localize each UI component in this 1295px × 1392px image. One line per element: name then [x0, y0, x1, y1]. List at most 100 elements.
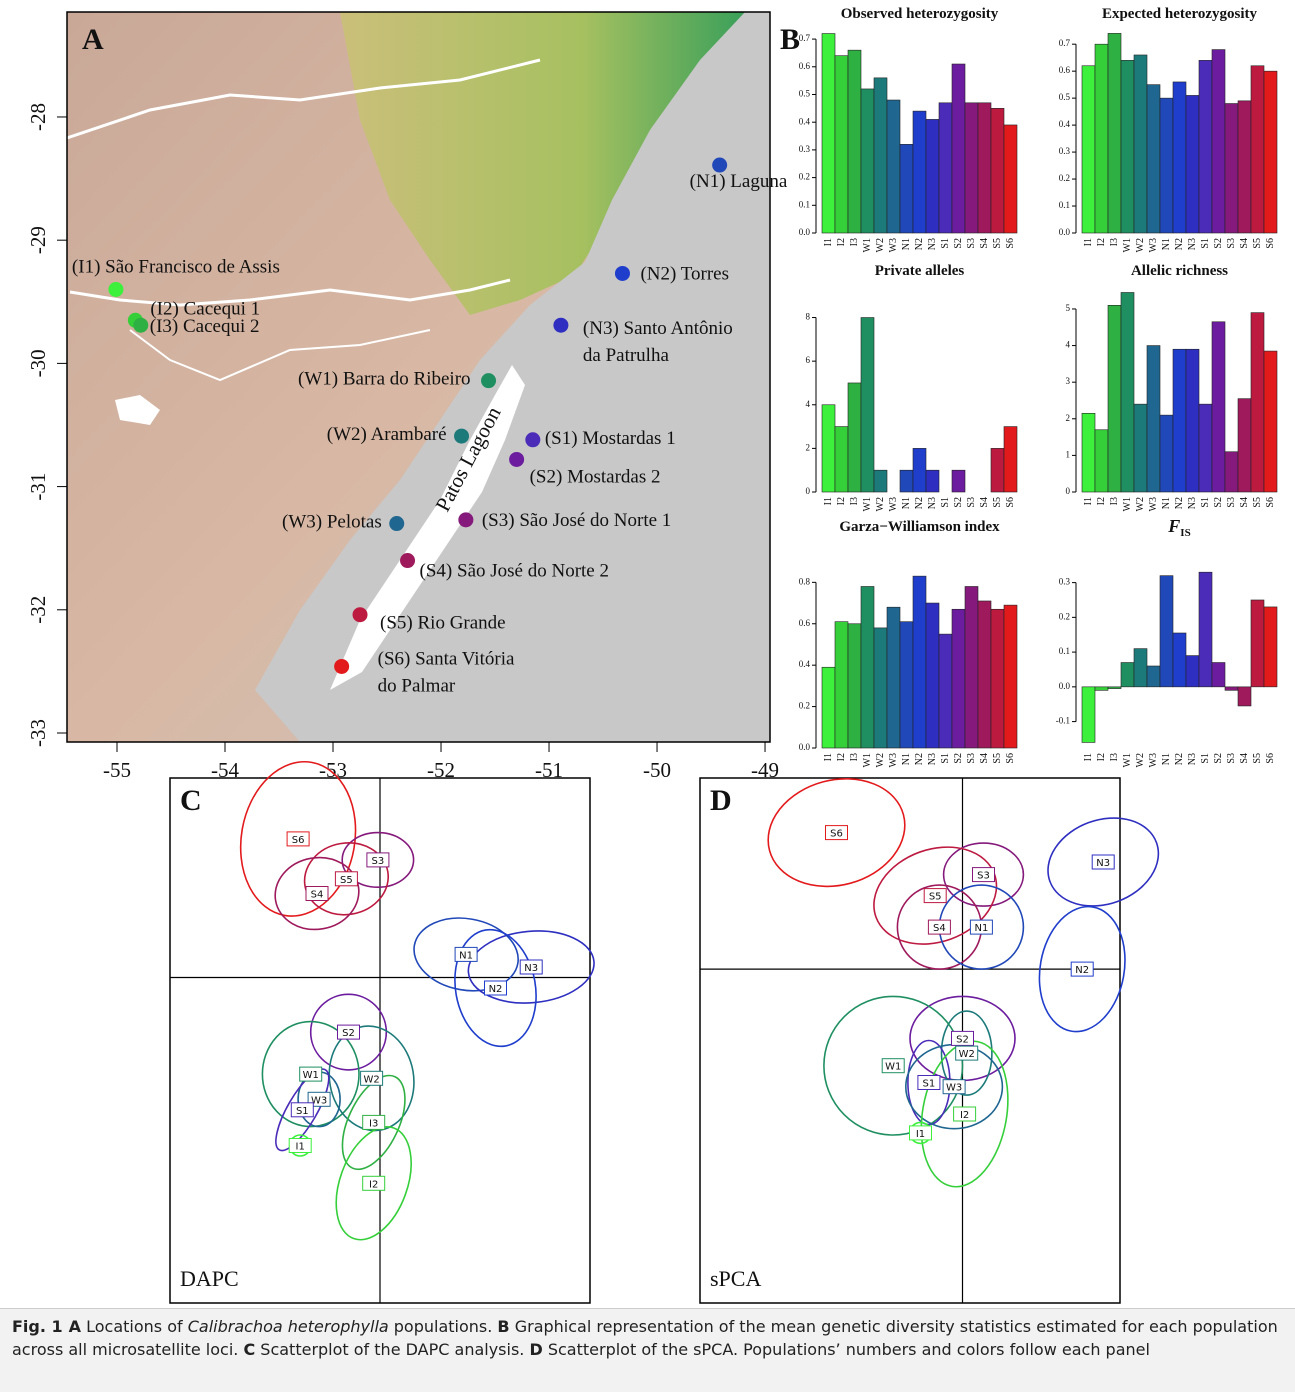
- group-label: W2: [363, 1074, 379, 1085]
- site-label: (S5) Rio Grande: [380, 613, 506, 634]
- bar: [1160, 98, 1173, 233]
- x-tick-label: N3: [1187, 753, 1198, 765]
- caption-text: Locations of: [81, 1317, 188, 1336]
- x-tick-label: N3: [927, 238, 938, 250]
- y-tick-label: 0.8: [799, 576, 811, 586]
- y-tick-label: 0.4: [799, 116, 811, 126]
- x-tick-label: S5: [1252, 753, 1263, 764]
- y-tick-label: 6: [806, 355, 811, 365]
- x-tick-label: S1: [1200, 238, 1211, 249]
- bar: [1160, 576, 1173, 687]
- x-tick-label: W1: [862, 753, 873, 767]
- x-tick-label: W2: [1135, 497, 1146, 511]
- x-tick-label: W3: [888, 238, 899, 252]
- x-tick-label: S4: [1239, 238, 1250, 249]
- y-tick-label: 8: [806, 312, 811, 322]
- x-tick-label: N1: [901, 753, 912, 765]
- x-tick-label: W3: [888, 753, 899, 767]
- y-tick-label: 0.6: [1059, 65, 1071, 75]
- caption-text: populations.: [389, 1317, 498, 1336]
- bar: [978, 601, 991, 748]
- bar: [1264, 71, 1277, 233]
- y-tick-label: -33: [26, 719, 50, 747]
- site-label: (W3) Pelotas: [282, 512, 382, 533]
- chart-title: Expected heterozygosity: [1102, 6, 1258, 22]
- group-label: N1: [974, 923, 988, 934]
- group-label: N3: [524, 963, 538, 974]
- caption-text: Fig. 1: [12, 1317, 63, 1336]
- site: [525, 432, 540, 447]
- x-tick-label: N3: [927, 497, 938, 509]
- y-tick-label: 0.1: [1059, 200, 1070, 210]
- y-tick-label: -30: [26, 349, 50, 377]
- site: [334, 659, 349, 674]
- site: [509, 452, 524, 467]
- site-label: (N2) Torres: [640, 264, 729, 285]
- x-tick-label: N2: [914, 497, 925, 509]
- y-tick-label: 0.3: [1059, 146, 1071, 156]
- chart-title-text: F: [1167, 516, 1180, 536]
- bar: [1108, 305, 1121, 492]
- chart-title: Allelic richness: [1131, 263, 1228, 279]
- y-tick-label: 0.4: [799, 659, 811, 669]
- group-label: S3: [372, 856, 385, 867]
- x-tick-label: I1: [1083, 238, 1094, 246]
- x-tick-label: S2: [953, 753, 964, 764]
- site-label-line: (W2) Arambaré: [327, 424, 447, 445]
- bar: [1004, 427, 1017, 492]
- site: [133, 318, 148, 333]
- bar: [1199, 60, 1212, 233]
- bar: [822, 34, 835, 233]
- panel-label: DAPC: [180, 1266, 239, 1291]
- y-tick-label: 0.1: [799, 199, 810, 209]
- x-tick-label: W2: [875, 238, 886, 252]
- bar: [1238, 687, 1251, 706]
- x-tick-label: I3: [1109, 497, 1120, 505]
- bar: [1004, 605, 1017, 748]
- x-tick-label: N3: [1187, 497, 1198, 509]
- bar: [887, 607, 900, 748]
- chart-title: Observed heterozygosity: [841, 6, 999, 22]
- y-tick-label: -29: [26, 226, 50, 254]
- site-label-line: (S5) Rio Grande: [380, 613, 506, 634]
- x-tick-label: N1: [1161, 238, 1172, 250]
- chart-title-text: Private alleles: [875, 263, 965, 279]
- bar: [1082, 687, 1095, 743]
- site-label: (I1) São Francisco de Assis: [72, 257, 280, 278]
- x-tick-label: N3: [927, 753, 938, 765]
- bar: [926, 119, 939, 233]
- y-tick-label: 4: [1066, 340, 1071, 350]
- bar: [939, 634, 952, 748]
- bar: [978, 103, 991, 233]
- group-label: N2: [1075, 965, 1089, 976]
- group-label: S5: [929, 892, 942, 903]
- chart-title-text: Allelic richness: [1131, 263, 1228, 279]
- y-tick-label: -28: [26, 103, 50, 131]
- bar: [1238, 399, 1251, 492]
- x-tick-label: N3: [1187, 238, 1198, 250]
- bar: [1251, 313, 1264, 492]
- bar: [1225, 104, 1238, 233]
- bar: [1225, 452, 1238, 492]
- x-tick-label: W2: [1135, 238, 1146, 252]
- x-tick-label: S6: [1265, 238, 1276, 249]
- y-tick-label: 0.7: [799, 33, 811, 43]
- x-tick-label: S4: [1239, 753, 1250, 764]
- x-tick-label: S5: [1252, 238, 1263, 249]
- bar: [1082, 413, 1095, 492]
- y-tick-label: 0: [806, 486, 811, 496]
- x-tick-label: I3: [1109, 238, 1120, 246]
- chart-title: Garza−Williamson index: [839, 519, 1000, 535]
- site-label: (W1) Barra do Ribeiro: [298, 369, 471, 390]
- y-tick-label: 1: [1066, 449, 1071, 459]
- site-label-line: (W1) Barra do Ribeiro: [298, 369, 471, 390]
- bar: [900, 622, 913, 748]
- chart-title-text: Garza−Williamson index: [839, 519, 1000, 535]
- bar: [1264, 351, 1277, 492]
- group-label: I2: [960, 1110, 969, 1121]
- group-label: S2: [956, 1034, 969, 1045]
- site-label-line: (I3) Cacequi 2: [150, 317, 260, 338]
- bar: [1134, 55, 1147, 233]
- chart-title-text: Observed heterozygosity: [841, 6, 999, 22]
- bar: [1095, 430, 1108, 492]
